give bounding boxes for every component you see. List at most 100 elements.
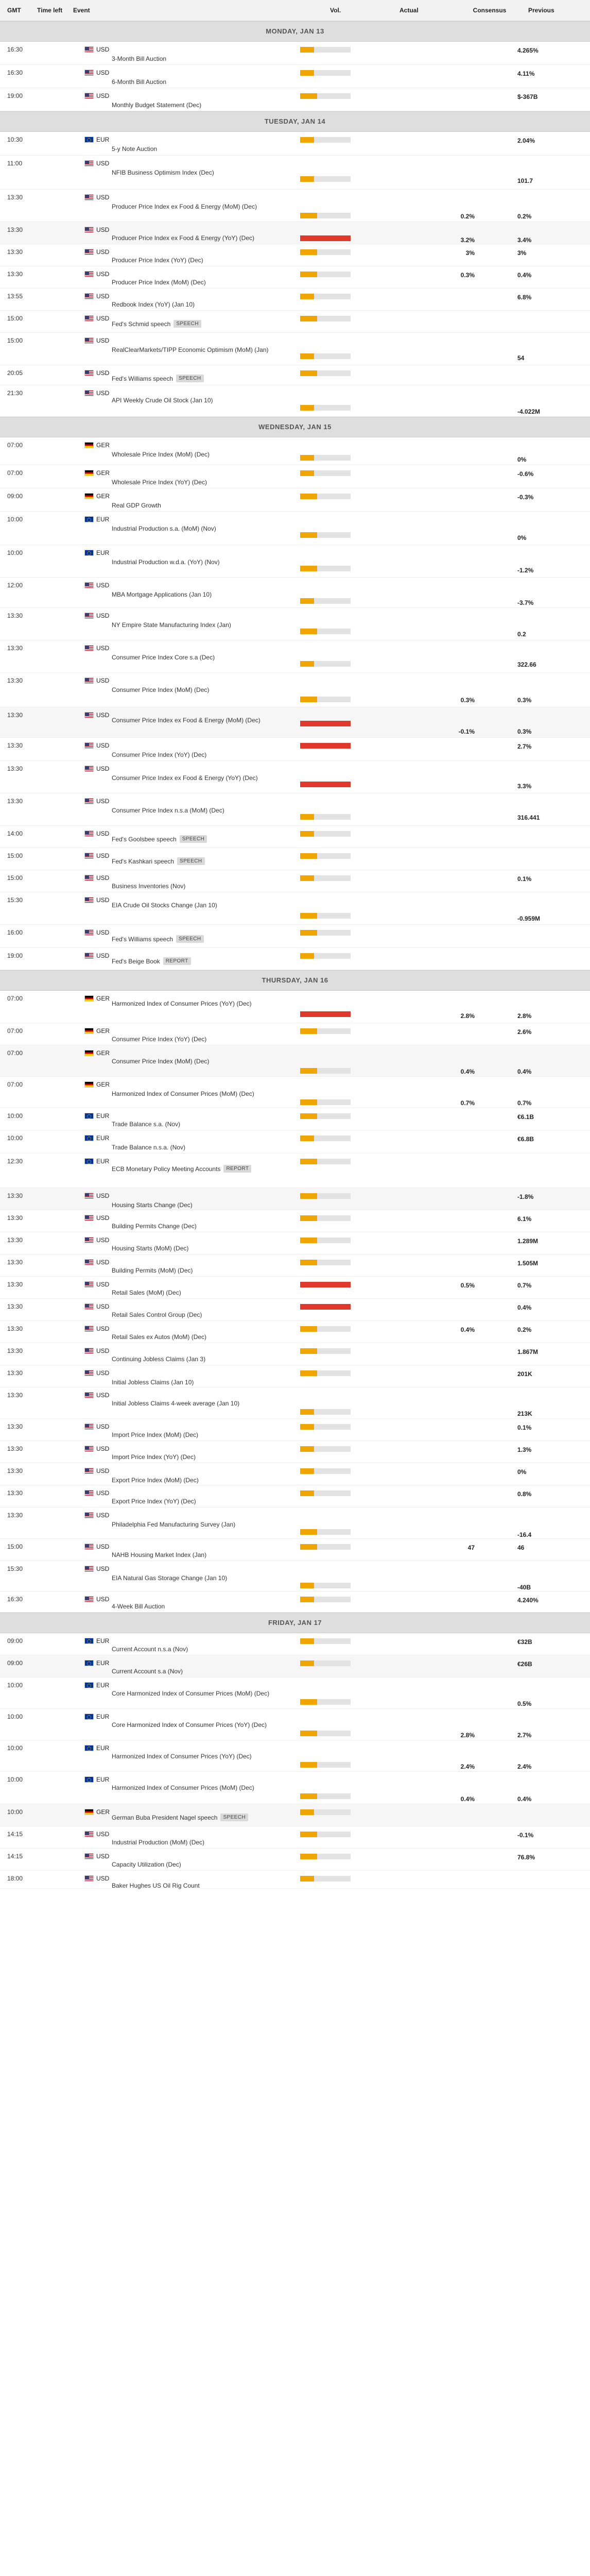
event-name[interactable]: Producer Price Index (YoY) (Dec) xyxy=(112,257,203,264)
event-row[interactable]: 10:00 EUR Trade Balance n.s.a. (Nov) €6.8B xyxy=(0,1130,590,1154)
event-row[interactable]: 13:30 USD Import Price Index (MoM) (Dec) 0.… xyxy=(0,1419,590,1441)
event-row[interactable]: 07:00 GER Harmonized Index of Consumer Pri… xyxy=(0,1077,590,1108)
event-row[interactable]: 09:00 GER Real GDP Growth -0.3% xyxy=(0,488,590,512)
event-name[interactable]: Continuing Jobless Claims (Jan 3) xyxy=(112,1355,205,1363)
event-row[interactable]: 12:00 USD MBA Mortgage Applications (Jan 1… xyxy=(0,578,590,608)
event-name[interactable]: Consumer Price Index (MoM) (Dec) xyxy=(112,1058,209,1065)
event-row[interactable]: 14:15 USD Capacity Utilization (Dec) 76.8% xyxy=(0,1849,590,1871)
event-row[interactable]: 07:00 GER Consumer Price Index (MoM) (Dec)… xyxy=(0,1045,590,1077)
event-row[interactable]: 13:30 USD Initial Jobless Claims (Jan 10) 2… xyxy=(0,1365,590,1387)
event-row[interactable]: 13:55 USD Redbook Index (YoY) (Jan 10) 6.8% xyxy=(0,289,590,311)
event-name[interactable]: Harmonized Index of Consumer Prices (YoY… xyxy=(112,1753,252,1760)
event-name[interactable]: Export Price Index (YoY) (Dec) xyxy=(112,1498,196,1505)
event-name[interactable]: NFIB Business Optimism Index (Dec) xyxy=(112,169,214,176)
event-row[interactable]: 10:00 EUR Harmonized Index of Consumer Pri… xyxy=(0,1740,590,1772)
event-name[interactable]: Consumer Price Index ex Food & Energy (M… xyxy=(112,717,261,724)
event-row[interactable]: 10:00 EUR Harmonized Index of Consumer Pri… xyxy=(0,1772,590,1804)
event-name[interactable]: Current Account s.a (Nov) xyxy=(112,1668,183,1675)
event-name[interactable]: Producer Price Index ex Food & Energy (M… xyxy=(112,203,257,210)
event-row[interactable]: 13:30 USD Consumer Price Index Core s.a (D… xyxy=(0,640,590,673)
event-row[interactable]: 07:00 GER Consumer Price Index (YoY) (Dec)… xyxy=(0,1023,590,1045)
event-row[interactable]: 15:00 USD NAHB Housing Market Index (Jan) 4… xyxy=(0,1539,590,1561)
event-row[interactable]: 16:30 USD 6-Month Bill Auction 4.11% xyxy=(0,65,590,88)
event-name[interactable]: Trade Balance s.a. (Nov) xyxy=(112,1121,180,1128)
event-name[interactable]: Fed's Williams speech SPEECH xyxy=(112,375,204,382)
event-name[interactable]: Initial Jobless Claims (Jan 10) xyxy=(112,1379,194,1386)
event-name[interactable]: Housing Starts (MoM) (Dec) xyxy=(112,1245,188,1252)
event-row[interactable]: 19:00 USD Fed's Beige Book REPORT xyxy=(0,948,590,970)
event-name[interactable]: NAHB Housing Market Index (Jan) xyxy=(112,1551,206,1558)
event-name[interactable]: Initial Jobless Claims 4-week average (J… xyxy=(112,1400,239,1407)
event-row[interactable]: 13:30 USD Retail Sales ex Autos (MoM) (Dec… xyxy=(0,1321,590,1343)
event-name[interactable]: Business Inventories (Nov) xyxy=(112,883,185,890)
event-name[interactable]: Philadelphia Fed Manufacturing Survey (J… xyxy=(112,1521,235,1528)
event-name[interactable]: Harmonized Index of Consumer Prices (YoY… xyxy=(112,1000,252,1007)
event-name[interactable]: Baker Hughes US Oil Rig Count xyxy=(112,1882,200,1889)
event-name[interactable]: ECB Monetary Policy Meeting Accounts REPO… xyxy=(112,1165,252,1173)
event-name[interactable]: Current Account n.s.a (Nov) xyxy=(112,1646,188,1653)
event-name[interactable]: Capacity Utilization (Dec) xyxy=(112,1861,181,1868)
event-name[interactable]: Industrial Production w.d.a. (YoY) (Nov) xyxy=(112,558,220,566)
event-row[interactable]: 15:30 USD EIA Crude Oil Stocks Change (Jan… xyxy=(0,892,590,925)
event-name[interactable]: Housing Starts Change (Dec) xyxy=(112,1201,193,1209)
event-name[interactable]: Wholesale Price Index (MoM) (Dec) xyxy=(112,451,210,458)
event-row[interactable]: 13:30 USD Retail Sales Control Group (Dec)… xyxy=(0,1299,590,1321)
event-name[interactable]: Real GDP Growth xyxy=(112,502,161,509)
event-row[interactable]: 10:00 EUR Industrial Production w.d.a. (Yo… xyxy=(0,545,590,578)
event-row[interactable]: 13:30 USD Consumer Price Index n.s.a (MoM)… xyxy=(0,793,590,826)
event-row[interactable]: 13:30 USD Export Price Index (MoM) (Dec) 0% xyxy=(0,1463,590,1485)
event-row[interactable]: 13:30 USD Producer Price Index ex Food & E… xyxy=(0,222,590,244)
event-row[interactable]: 20:05 USD Fed's Williams speech SPEECH xyxy=(0,365,590,385)
event-row[interactable]: 07:00 GER Wholesale Price Index (YoY) (Dec… xyxy=(0,465,590,488)
event-name[interactable]: 3-Month Bill Auction xyxy=(112,55,166,62)
event-name[interactable]: Fed's Kashkari speech SPEECH xyxy=(112,857,205,865)
event-name[interactable]: 4-Week Bill Auction xyxy=(112,1603,165,1610)
event-row[interactable]: 10:00 EUR Core Harmonized Index of Consume… xyxy=(0,1677,590,1709)
event-row[interactable]: 13:30 USD Consumer Price Index (YoY) (Dec)… xyxy=(0,738,590,761)
event-name[interactable]: Monthly Budget Statement (Dec) xyxy=(112,101,201,109)
event-name[interactable]: Consumer Price Index (YoY) (Dec) xyxy=(112,751,206,758)
event-row[interactable]: 13:30 USD Housing Starts (MoM) (Dec) 1.289M xyxy=(0,1232,590,1255)
event-row[interactable]: 10:00 EUR Industrial Production s.a. (MoM)… xyxy=(0,512,590,545)
event-name[interactable]: Redbook Index (YoY) (Jan 10) xyxy=(112,301,195,308)
event-name[interactable]: Wholesale Price Index (YoY) (Dec) xyxy=(112,479,207,486)
event-row[interactable]: 19:00 USD Monthly Budget Statement (Dec) $-… xyxy=(0,88,590,111)
event-name[interactable]: Core Harmonized Index of Consumer Prices… xyxy=(112,1690,269,1697)
event-name[interactable]: Consumer Price Index (MoM) (Dec) xyxy=(112,686,209,693)
event-row[interactable]: 13:30 USD Building Permits Change (Dec) 6.1… xyxy=(0,1210,590,1232)
event-row[interactable]: 09:00 EUR Current Account s.a (Nov) €26B xyxy=(0,1655,590,1677)
event-name[interactable]: Producer Price Index (MoM) (Dec) xyxy=(112,279,206,286)
event-name[interactable]: Building Permits (MoM) (Dec) xyxy=(112,1267,193,1274)
event-row[interactable]: 13:30 USD Housing Starts Change (Dec) -1.8% xyxy=(0,1188,590,1210)
event-row[interactable]: 09:00 EUR Current Account n.s.a (Nov) €32B xyxy=(0,1633,590,1655)
event-row[interactable]: 10:00 GER German Buba President Nagel spee… xyxy=(0,1804,590,1826)
event-name[interactable]: RealClearMarkets/TIPP Economic Optimism … xyxy=(112,346,269,353)
event-name[interactable]: Fed's Schmid speech SPEECH xyxy=(112,320,201,328)
event-name[interactable]: EIA Natural Gas Storage Change (Jan 10) xyxy=(112,1574,227,1582)
event-name[interactable]: Consumer Price Index Core s.a (Dec) xyxy=(112,654,215,661)
event-name[interactable]: NY Empire State Manufacturing Index (Jan… xyxy=(112,621,231,629)
event-name[interactable]: 6-Month Bill Auction xyxy=(112,78,166,86)
event-row[interactable]: 15:00 USD Fed's Kashkari speech SPEECH xyxy=(0,848,590,870)
event-row[interactable]: 16:30 USD 4-Week Bill Auction 4.240% xyxy=(0,1591,590,1613)
event-name[interactable]: Industrial Production s.a. (MoM) (Nov) xyxy=(112,525,216,532)
event-row[interactable]: 15:00 USD RealClearMarkets/TIPP Economic O… xyxy=(0,333,590,365)
event-name[interactable]: Fed's Williams speech SPEECH xyxy=(112,935,204,943)
event-name[interactable]: MBA Mortgage Applications (Jan 10) xyxy=(112,591,212,598)
event-row[interactable]: 15:30 USD EIA Natural Gas Storage Change (… xyxy=(0,1561,590,1591)
event-row[interactable]: 13:30 USD Producer Price Index (YoY) (Dec)… xyxy=(0,244,590,266)
event-name[interactable]: Building Permits Change (Dec) xyxy=(112,1223,197,1230)
event-name[interactable]: Harmonized Index of Consumer Prices (MoM… xyxy=(112,1784,254,1791)
event-name[interactable]: Fed's Beige Book REPORT xyxy=(112,957,191,965)
event-row[interactable]: 16:30 USD 3-Month Bill Auction 4.265% xyxy=(0,42,590,65)
event-name[interactable]: Consumer Price Index n.s.a (MoM) (Dec) xyxy=(112,807,224,814)
event-row[interactable]: 07:00 GER Harmonized Index of Consumer Pri… xyxy=(0,991,590,1023)
event-row[interactable]: 10:00 EUR Core Harmonized Index of Consume… xyxy=(0,1709,590,1740)
event-row[interactable]: 13:30 USD Producer Price Index (MoM) (Dec)… xyxy=(0,266,590,289)
event-name[interactable]: Retail Sales ex Autos (MoM) (Dec) xyxy=(112,1333,206,1341)
event-row[interactable]: 13:30 USD Philadelphia Fed Manufacturing S… xyxy=(0,1507,590,1539)
event-name[interactable]: Producer Price Index ex Food & Energy (Y… xyxy=(112,234,254,242)
event-row[interactable]: 07:00 GER Wholesale Price Index (MoM) (Dec… xyxy=(0,437,590,465)
event-name[interactable]: 5-y Note Auction xyxy=(112,145,157,152)
event-row[interactable]: 21:30 USD API Weekly Crude Oil Stock (Jan … xyxy=(0,385,590,417)
